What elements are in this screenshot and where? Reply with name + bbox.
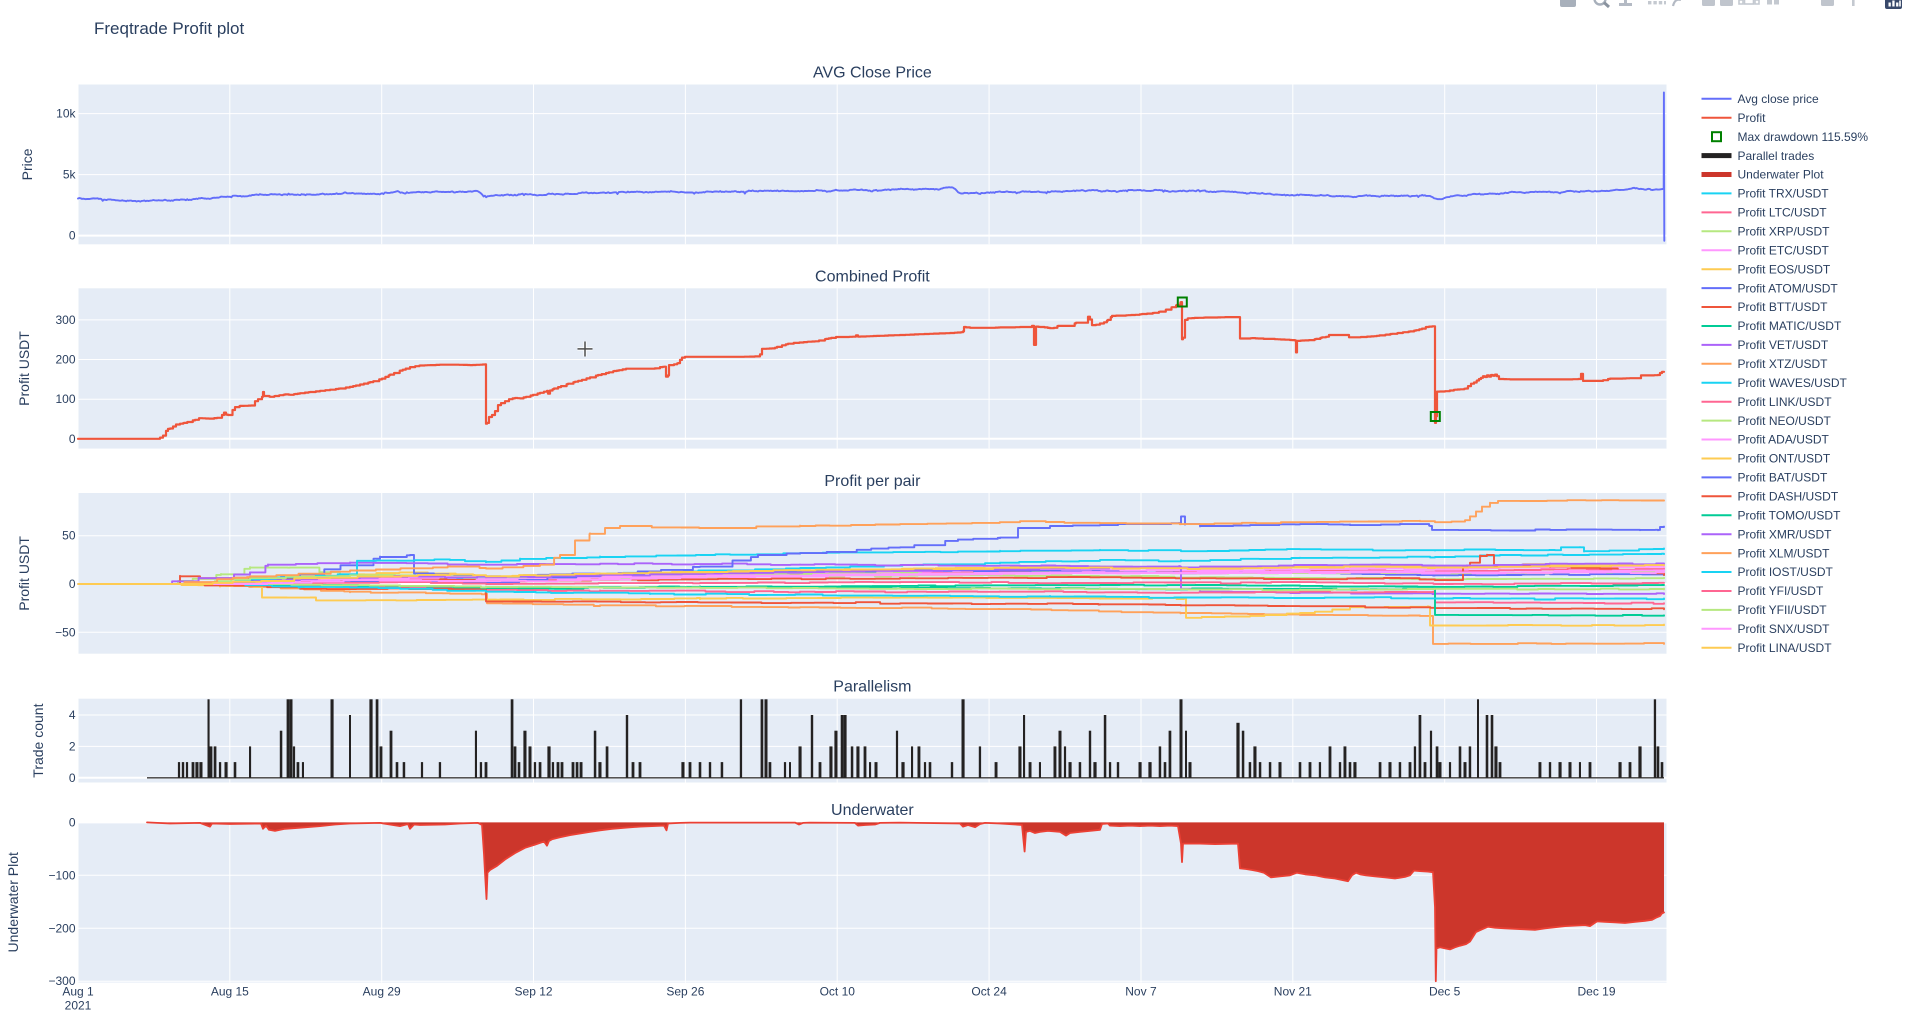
svg-text:Profit XMR/USDT: Profit XMR/USDT bbox=[1738, 527, 1833, 541]
svg-text:Profit XRP/USDT: Profit XRP/USDT bbox=[1738, 225, 1831, 239]
svg-text:Profit LINK/USDT: Profit LINK/USDT bbox=[1738, 395, 1833, 409]
svg-text:Profit DASH/USDT: Profit DASH/USDT bbox=[1738, 490, 1839, 504]
svg-text:Profit SNX/USDT: Profit SNX/USDT bbox=[1738, 622, 1831, 636]
svg-text:Nov 21: Nov 21 bbox=[1274, 985, 1312, 999]
svg-text:200: 200 bbox=[55, 353, 75, 367]
svg-text:Parallel trades: Parallel trades bbox=[1738, 149, 1815, 163]
svg-text:Profit YFII/USDT: Profit YFII/USDT bbox=[1738, 603, 1828, 617]
svg-text:300: 300 bbox=[55, 313, 75, 327]
svg-text:Trade count: Trade count bbox=[30, 703, 46, 777]
svg-text:−50: −50 bbox=[55, 625, 76, 639]
svg-text:Profit ETC/USDT: Profit ETC/USDT bbox=[1738, 243, 1830, 257]
svg-text:Profit LTC/USDT: Profit LTC/USDT bbox=[1738, 206, 1828, 220]
svg-text:Profit YFI/USDT: Profit YFI/USDT bbox=[1738, 584, 1824, 598]
svg-text:Combined Profit: Combined Profit bbox=[815, 269, 930, 286]
svg-text:Profit: Profit bbox=[1738, 111, 1767, 125]
svg-text:10k: 10k bbox=[56, 107, 76, 121]
svg-text:Nov 7: Nov 7 bbox=[1125, 985, 1157, 999]
svg-text:0: 0 bbox=[69, 577, 76, 591]
svg-text:Profit EOS/USDT: Profit EOS/USDT bbox=[1738, 262, 1831, 276]
svg-text:Max drawdown 115.59%: Max drawdown 115.59% bbox=[1738, 130, 1869, 144]
svg-text:Profit BAT/USDT: Profit BAT/USDT bbox=[1738, 471, 1828, 485]
svg-text:Sep 12: Sep 12 bbox=[515, 985, 553, 999]
svg-text:Freqtrade Profit plot: Freqtrade Profit plot bbox=[94, 19, 245, 38]
svg-text:Oct 10: Oct 10 bbox=[820, 985, 856, 999]
svg-text:Profit BTT/USDT: Profit BTT/USDT bbox=[1738, 300, 1829, 314]
svg-text:AVG Close Price: AVG Close Price bbox=[813, 65, 932, 82]
svg-text:Profit NEO/USDT: Profit NEO/USDT bbox=[1738, 414, 1832, 428]
svg-text:Profit IOST/USDT: Profit IOST/USDT bbox=[1738, 565, 1834, 579]
svg-text:5k: 5k bbox=[63, 168, 77, 182]
svg-text:Parallelism: Parallelism bbox=[833, 679, 911, 696]
svg-text:0: 0 bbox=[69, 432, 76, 446]
svg-text:Dec 19: Dec 19 bbox=[1577, 985, 1615, 999]
svg-text:Aug 15: Aug 15 bbox=[211, 985, 249, 999]
svg-text:−200: −200 bbox=[48, 921, 75, 935]
svg-text:Profit VET/USDT: Profit VET/USDT bbox=[1738, 338, 1829, 352]
svg-text:2: 2 bbox=[69, 739, 76, 753]
svg-text:Underwater Plot: Underwater Plot bbox=[1738, 168, 1825, 182]
svg-text:Oct 24: Oct 24 bbox=[971, 985, 1007, 999]
svg-text:Profit USDT: Profit USDT bbox=[16, 331, 32, 406]
svg-text:Profit XLM/USDT: Profit XLM/USDT bbox=[1738, 546, 1831, 560]
svg-text:Underwater Plot: Underwater Plot bbox=[5, 852, 21, 952]
svg-text:Profit TOMO/USDT: Profit TOMO/USDT bbox=[1738, 509, 1842, 523]
svg-text:Dec 5: Dec 5 bbox=[1429, 985, 1461, 999]
svg-text:Profit LINA/USDT: Profit LINA/USDT bbox=[1738, 641, 1833, 655]
svg-text:−100: −100 bbox=[48, 868, 75, 882]
svg-text:Price: Price bbox=[19, 148, 35, 180]
svg-text:0: 0 bbox=[69, 229, 76, 243]
svg-text:Profit TRX/USDT: Profit TRX/USDT bbox=[1738, 187, 1830, 201]
svg-text:Profit USDT: Profit USDT bbox=[16, 536, 32, 611]
svg-text:4: 4 bbox=[69, 708, 76, 722]
svg-text:2021: 2021 bbox=[65, 999, 92, 1013]
svg-text:Aug 29: Aug 29 bbox=[363, 985, 401, 999]
svg-text:Profit ADA/USDT: Profit ADA/USDT bbox=[1738, 433, 1830, 447]
svg-text:Profit WAVES/USDT: Profit WAVES/USDT bbox=[1738, 376, 1848, 390]
svg-text:50: 50 bbox=[62, 529, 76, 543]
svg-text:Profit ONT/USDT: Profit ONT/USDT bbox=[1738, 452, 1831, 466]
svg-text:0: 0 bbox=[69, 815, 76, 829]
svg-text:0: 0 bbox=[69, 771, 76, 785]
svg-text:−300: −300 bbox=[48, 974, 75, 988]
svg-text:Profit per pair: Profit per pair bbox=[824, 473, 921, 490]
svg-text:Sep 26: Sep 26 bbox=[666, 985, 704, 999]
svg-text:100: 100 bbox=[55, 392, 75, 406]
svg-text:Avg close price: Avg close price bbox=[1738, 92, 1819, 106]
svg-text:Profit XTZ/USDT: Profit XTZ/USDT bbox=[1738, 357, 1829, 371]
svg-text:Profit MATIC/USDT: Profit MATIC/USDT bbox=[1738, 319, 1842, 333]
svg-text:Underwater: Underwater bbox=[831, 802, 914, 819]
svg-text:Profit ATOM/USDT: Profit ATOM/USDT bbox=[1738, 281, 1839, 295]
svg-text:Aug 1: Aug 1 bbox=[62, 985, 94, 999]
